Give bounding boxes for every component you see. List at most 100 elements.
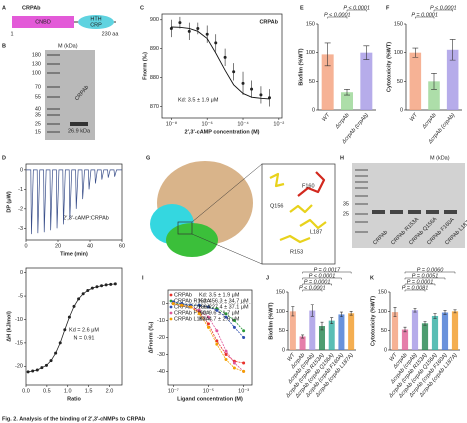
data-point	[58, 341, 62, 345]
zoom-region	[177, 221, 193, 235]
p-value: P = 0.0001	[407, 279, 434, 285]
category-label: WT	[286, 352, 297, 363]
y-axis-label: Biofilm (%WT)	[298, 48, 304, 85]
error-bar	[431, 73, 437, 90]
y-tick-label: -5	[18, 294, 23, 300]
significance-bracket	[404, 277, 446, 280]
marker-label: 180	[32, 52, 41, 58]
data-point	[197, 312, 201, 316]
residue-stick	[289, 204, 313, 214]
error-bar	[349, 311, 353, 316]
data-point	[215, 308, 219, 312]
panel-label: K	[370, 275, 374, 281]
error-bar	[301, 334, 305, 339]
data-point	[44, 363, 48, 367]
p-value: P = 0.0001	[304, 279, 331, 285]
marker-label: 35	[343, 201, 349, 207]
panel-label: A	[2, 5, 6, 11]
data-point	[232, 361, 236, 365]
significance-bracket	[404, 271, 456, 274]
bar	[299, 336, 306, 350]
legend-kd: Kd: 9.6 ± 1.7 μM	[199, 310, 240, 316]
data-point	[31, 369, 35, 373]
y-tick-label: 890	[150, 46, 159, 52]
data-point	[215, 329, 219, 333]
plot-frame	[25, 267, 123, 386]
x-tick-label: 10⁻⁸	[166, 120, 177, 127]
y-tick-label: 870	[150, 104, 159, 110]
x-tick-label: 10⁻³	[238, 388, 249, 394]
data-point	[215, 342, 219, 346]
y-axis-label: DP (μW)	[6, 191, 12, 212]
data-point	[95, 285, 99, 289]
y-tick-label: 0	[162, 301, 165, 307]
legend-label: CRPAb	[174, 292, 192, 298]
data-point	[49, 359, 53, 363]
residue-end: 230 aa	[102, 31, 120, 37]
data-point	[206, 322, 210, 326]
hth-domain	[78, 15, 114, 29]
annotation: 2′,3′-cAMP:CRPAb	[63, 215, 109, 221]
x-tick-label: 1.0	[64, 388, 72, 394]
y-tick-label: -30	[157, 352, 165, 358]
y-tick-label: 100	[306, 50, 315, 56]
data-point	[242, 329, 246, 333]
x-tick-label: 0.0	[22, 388, 30, 394]
gel	[352, 163, 465, 248]
y-axis-label: Fnorm (‰)	[142, 52, 148, 80]
data-point	[26, 370, 30, 374]
significance-bracket	[415, 16, 435, 19]
p-value: P = 0.0060	[417, 267, 444, 273]
y-tick-label: 880	[150, 75, 159, 81]
y-tick-label: 150	[306, 21, 315, 27]
significance-bracket	[302, 277, 342, 280]
x-tick-label: 10⁻⁶	[202, 120, 213, 127]
y-tick-label: -10	[157, 318, 165, 324]
protein-band	[70, 122, 88, 126]
data-point	[169, 26, 173, 30]
y-axis-label: Cytotoxicity (%WT)	[370, 296, 376, 346]
legend-kd: Kd: 3.5 ± 1.9 μM	[199, 292, 240, 298]
residue-label: Q156	[270, 203, 283, 209]
y-tick-label: 150	[276, 289, 285, 295]
y-tick-label: 50	[397, 79, 403, 85]
x-tick-label: 2.0	[106, 388, 114, 394]
p-value: P < 0.0001	[430, 5, 457, 11]
bar	[328, 320, 335, 350]
annotation: Kd: 3.5 ± 1.9 μM	[178, 97, 219, 103]
y-tick-label: 900	[150, 17, 159, 23]
y-tick-label: 0	[384, 347, 387, 353]
y-tick-label: 100	[378, 309, 387, 315]
y-axis-label: Biofilm (%WT)	[268, 302, 274, 339]
y-tick-label: -20	[15, 364, 23, 370]
data-point	[86, 288, 90, 292]
y-tick-label: 150	[378, 289, 387, 295]
significance-bracket	[404, 289, 426, 292]
y-tick-label: -3	[18, 226, 23, 232]
data-point	[206, 305, 210, 309]
x-tick-label: 10⁻⁵	[203, 387, 214, 394]
p-value: P < 0.0001	[324, 12, 351, 18]
p-value: P = 0.0051	[412, 273, 439, 279]
legend-label: CRPAb L187A	[174, 316, 210, 322]
bar	[431, 315, 439, 350]
annotation: Kd = 2.6 μM	[69, 327, 99, 333]
x-tick-label: 60	[119, 243, 125, 249]
error-bar	[291, 306, 295, 317]
y-tick-label: -1	[18, 187, 23, 193]
error-bar	[412, 47, 419, 58]
plot-frame	[25, 163, 123, 241]
error-bar	[320, 321, 324, 331]
x-tick-label: 1.5	[85, 388, 93, 394]
y-tick-label: 0	[20, 270, 23, 276]
data-point	[197, 303, 201, 307]
legend-label: CRPAb F160A	[174, 310, 210, 316]
significance-bracket	[302, 283, 332, 286]
y-tick-label: -40	[157, 369, 165, 375]
bar	[451, 311, 459, 350]
protein-band	[426, 210, 439, 214]
data-point	[113, 282, 117, 286]
band-label: 26.9 kDa	[68, 128, 91, 134]
residue-stick	[269, 172, 285, 188]
